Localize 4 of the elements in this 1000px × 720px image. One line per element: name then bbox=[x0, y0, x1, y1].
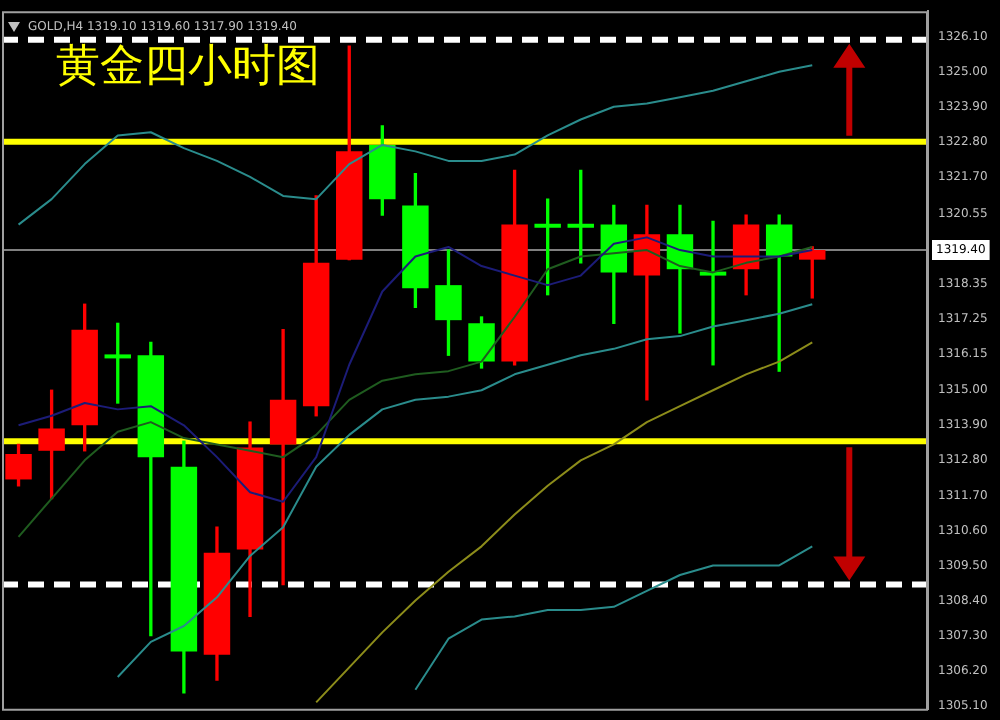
candlestick bbox=[269, 329, 297, 586]
candlestick bbox=[699, 220, 727, 366]
text: 黄金四小时图 bbox=[56, 40, 320, 96]
candlestick bbox=[633, 204, 661, 401]
